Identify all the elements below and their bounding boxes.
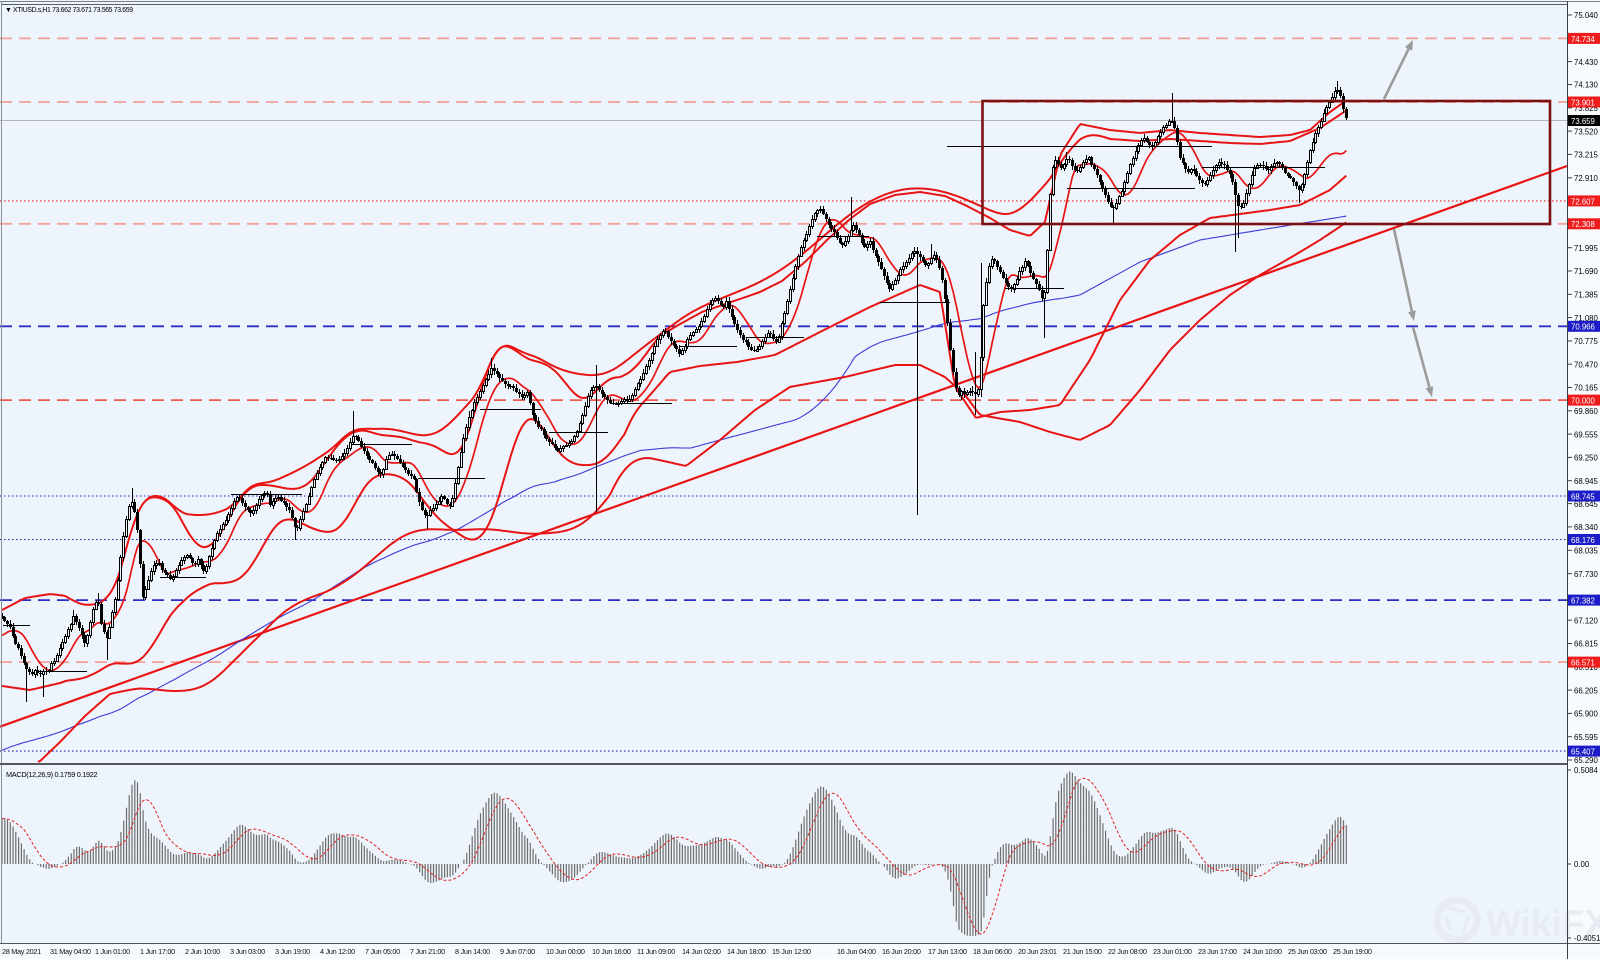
svg-text:73.901: 73.901 <box>1571 98 1595 107</box>
svg-text:16 Jun 20:00: 16 Jun 20:00 <box>882 947 921 956</box>
svg-text:74.430: 74.430 <box>1574 58 1599 67</box>
svg-text:3 Jun 03:00: 3 Jun 03:00 <box>230 947 265 956</box>
svg-text:25 Jun 19:00: 25 Jun 19:00 <box>1333 947 1372 956</box>
svg-text:20 Jun 23:01: 20 Jun 23:01 <box>1018 947 1057 956</box>
svg-text:25 Jun 03:00: 25 Jun 03:00 <box>1288 947 1327 956</box>
svg-text:73.825: 73.825 <box>1574 104 1599 113</box>
svg-text:WikiFX: WikiFX <box>1486 903 1600 944</box>
svg-text:28 May 2021: 28 May 2021 <box>2 947 41 956</box>
svg-text:66.815: 66.815 <box>1574 640 1599 649</box>
svg-text:1 Jun 01:00: 1 Jun 01:00 <box>95 947 130 956</box>
svg-text:3 Jun 19:00: 3 Jun 19:00 <box>275 947 310 956</box>
svg-text:75.040: 75.040 <box>1574 11 1599 20</box>
svg-text:23 Jun 01:00: 23 Jun 01:00 <box>1153 947 1192 956</box>
svg-text:71.995: 71.995 <box>1574 244 1599 253</box>
svg-text:65.407: 65.407 <box>1571 748 1595 757</box>
svg-text:71.080: 71.080 <box>1574 314 1599 323</box>
svg-text:71.690: 71.690 <box>1574 267 1599 276</box>
svg-text:2 Jun 10:00: 2 Jun 10:00 <box>185 947 220 956</box>
svg-text:8 Jun 14:00: 8 Jun 14:00 <box>455 947 490 956</box>
svg-text:0.00: 0.00 <box>1574 860 1590 869</box>
svg-text:68.340: 68.340 <box>1574 523 1599 532</box>
svg-text:0.5084: 0.5084 <box>1574 766 1599 775</box>
svg-text:71.385: 71.385 <box>1574 291 1599 300</box>
svg-text:68.945: 68.945 <box>1574 477 1599 486</box>
svg-text:16 Jun 04:00: 16 Jun 04:00 <box>837 947 876 956</box>
svg-text:21 Jun 15:00: 21 Jun 15:00 <box>1063 947 1102 956</box>
svg-text:70.470: 70.470 <box>1574 360 1599 369</box>
svg-text:66.205: 66.205 <box>1574 686 1599 695</box>
svg-text:68.176: 68.176 <box>1571 536 1595 545</box>
svg-text:73.659: 73.659 <box>1571 117 1595 126</box>
svg-text:65.290: 65.290 <box>1574 756 1599 765</box>
svg-text:4 Jun 12:00: 4 Jun 12:00 <box>320 947 355 956</box>
svg-text:68.645: 68.645 <box>1574 500 1599 509</box>
svg-text:72.607: 72.607 <box>1571 197 1595 206</box>
svg-text:17 Jun 13:00: 17 Jun 13:00 <box>928 947 967 956</box>
svg-text:31 May 04:00: 31 May 04:00 <box>50 947 91 956</box>
svg-text:▼ XTIUSD.s,H1 73.662 73.671 7: ▼ XTIUSD.s,H1 73.662 73.671 73.565 73.65… <box>5 7 133 14</box>
svg-text:67.382: 67.382 <box>1571 597 1595 606</box>
svg-text:7 Jun 21:00: 7 Jun 21:00 <box>410 947 445 956</box>
svg-text:73.520: 73.520 <box>1574 127 1599 136</box>
svg-text:MACD(12,26,9) 0.1759 0.1922: MACD(12,26,9) 0.1759 0.1922 <box>6 770 98 779</box>
svg-text:11 Jun 09:00: 11 Jun 09:00 <box>637 947 675 956</box>
svg-text:70.966: 70.966 <box>1571 323 1595 332</box>
svg-text:74.130: 74.130 <box>1574 81 1599 90</box>
svg-text:70.000: 70.000 <box>1571 397 1596 406</box>
svg-text:72.910: 72.910 <box>1574 174 1599 183</box>
svg-text:10 Jun 16:00: 10 Jun 16:00 <box>592 947 631 956</box>
svg-text:65.595: 65.595 <box>1574 733 1599 742</box>
svg-text:66.571: 66.571 <box>1571 659 1595 668</box>
svg-text:67.120: 67.120 <box>1574 616 1599 625</box>
svg-text:7 Jun 05:00: 7 Jun 05:00 <box>365 947 400 956</box>
svg-text:67.730: 67.730 <box>1574 570 1599 579</box>
svg-text:23 Jun 17:00: 23 Jun 17:00 <box>1198 947 1237 956</box>
svg-text:14 Jun 18:00: 14 Jun 18:00 <box>727 947 766 956</box>
svg-text:69.250: 69.250 <box>1574 454 1599 463</box>
svg-text:69.860: 69.860 <box>1574 407 1599 416</box>
svg-text:18 Jun 06:00: 18 Jun 06:00 <box>973 947 1012 956</box>
svg-text:68.745: 68.745 <box>1571 492 1596 501</box>
svg-text:14 Jun 02:00: 14 Jun 02:00 <box>682 947 721 956</box>
svg-text:15 Jun 12:00: 15 Jun 12:00 <box>772 947 811 956</box>
svg-text:9 Jun 07:00: 9 Jun 07:00 <box>500 947 535 956</box>
svg-text:73.215: 73.215 <box>1574 151 1599 160</box>
svg-text:24 Jun 10:00: 24 Jun 10:00 <box>1243 947 1282 956</box>
svg-text:65.900: 65.900 <box>1574 710 1599 719</box>
svg-text:-0.4051: -0.4051 <box>1574 934 1600 943</box>
svg-text:70.775: 70.775 <box>1574 337 1599 346</box>
svg-text:22 Jun 08:00: 22 Jun 08:00 <box>1108 947 1147 956</box>
svg-text:68.035: 68.035 <box>1574 547 1599 556</box>
svg-text:70.165: 70.165 <box>1574 384 1599 393</box>
svg-text:69.555: 69.555 <box>1574 430 1599 439</box>
svg-text:1 Jun 17:00: 1 Jun 17:00 <box>140 947 175 956</box>
svg-text:74.734: 74.734 <box>1571 35 1596 44</box>
svg-text:72.308: 72.308 <box>1571 220 1595 229</box>
svg-text:10 Jun 00:00: 10 Jun 00:00 <box>546 947 585 956</box>
